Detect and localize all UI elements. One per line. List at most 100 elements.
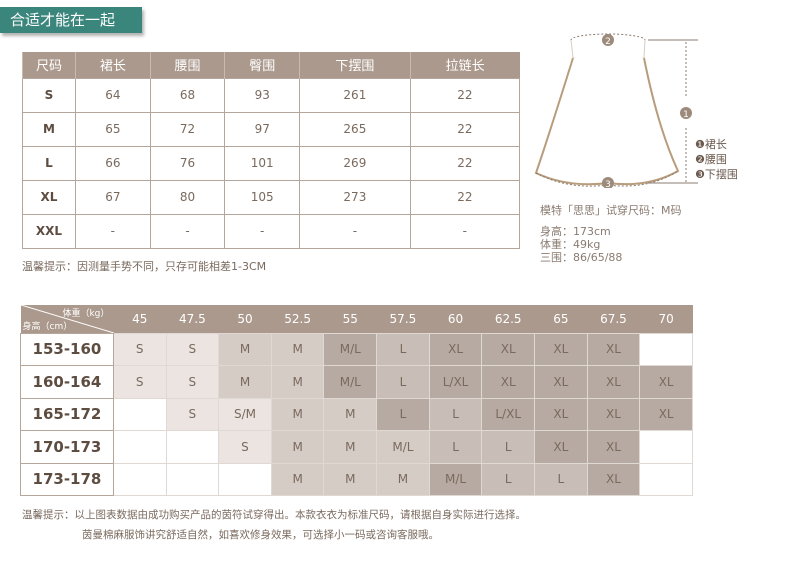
size-value: 22 [409, 145, 521, 181]
height-label: 173-178 [20, 462, 114, 496]
size-label: XXL [22, 213, 76, 249]
fit-cell: M [323, 397, 378, 431]
skirt-diagram: 2 1 3 [534, 33, 698, 188]
fit-cell: XL [639, 365, 693, 399]
size-value: 93 [224, 77, 301, 113]
weight-header: 57.5 [376, 305, 430, 333]
fit-cell: XL [586, 397, 641, 431]
marker-3: 3 [602, 177, 614, 188]
size-header: 臀围 [224, 52, 300, 78]
size-value: 105 [224, 179, 301, 215]
fit-cell: M/L [428, 462, 483, 496]
fit-cell: XL [586, 462, 641, 496]
size-value: - [409, 213, 521, 249]
fit-cell: XL [534, 430, 588, 464]
fit-cell: S [165, 397, 220, 431]
fit-cell: XL [639, 397, 693, 431]
fit-cell: S [165, 332, 220, 366]
weight-header: 47.5 [166, 305, 219, 333]
fit-cell: XL [428, 332, 483, 366]
legend-item: ❸下摆围 [695, 168, 738, 181]
fit-cell: L [481, 462, 536, 496]
weight-header: 55 [323, 305, 377, 333]
table-row: M 65 72 97 265 22 [22, 111, 521, 147]
measurement-note: 温馨提示：因测量手势不同，只存可能相差1-3CM [22, 260, 267, 273]
fit-cell: XL [481, 332, 536, 366]
svg-text:3: 3 [605, 180, 611, 188]
size-label: L [22, 145, 76, 181]
fit-cell [112, 462, 167, 496]
size-table: 尺码 裙长 腰围 臀围 下摆围 拉链长 S 64 68 93 261 22 M 65 72 97 265 22 L 6… [22, 52, 521, 249]
size-header: 下摆围 [299, 52, 411, 78]
legend-item: ❶裙长 [695, 138, 727, 151]
fit-cell: M [270, 430, 325, 464]
size-value: 80 [149, 179, 226, 215]
size-value: 101 [224, 145, 301, 181]
weight-header: 65 [534, 305, 588, 333]
fit-cell [112, 397, 167, 431]
fit-cell: L [534, 462, 588, 496]
fit-cell [639, 462, 693, 496]
fit-note: 温馨提示：以上图表数据由成功购买产品的茵符试穿得出。本款衣衣为标准尺码，请根据自… [22, 505, 526, 545]
fit-table: 体重（kg） 身高（cm） 45 47.5 50 52.5 55 57.5 60 62.5 65 6… [20, 305, 693, 496]
fit-cell: L [376, 365, 430, 399]
height-label: 165-172 [20, 397, 114, 431]
table-row: L 66 76 101 269 22 [22, 145, 521, 181]
fit-cell: M [270, 397, 325, 431]
fit-cell: M [270, 365, 325, 399]
size-value: 72 [149, 111, 226, 147]
fit-cell: XL [534, 332, 588, 366]
weight-header: 60 [429, 305, 482, 333]
height-label: 170-173 [20, 430, 114, 464]
fit-cell: XL [534, 397, 588, 431]
fit-cell: M [270, 462, 325, 496]
fit-note-line: 茵曼棉麻服饰讲究舒适自然，如喜欢修身效果，可选择小一码或咨询客服哦。 [82, 529, 439, 541]
size-label: S [22, 77, 76, 113]
height-label: 153-160 [20, 332, 114, 366]
weight-header: 52.5 [271, 305, 324, 333]
size-value: 22 [409, 179, 521, 215]
fit-cell: M [218, 365, 272, 399]
table-row: 173-178 M M M M/L L L XL [20, 462, 693, 496]
size-value: 261 [299, 77, 411, 113]
fit-cell: XL [534, 365, 588, 399]
fit-cell: S [165, 365, 220, 399]
table-row: 170-173 S M M M/L L L XL XL [20, 430, 693, 464]
size-value: 273 [299, 179, 411, 215]
size-value: 76 [149, 145, 226, 181]
size-value: 66 [75, 145, 151, 181]
size-value: 67 [75, 179, 151, 215]
legend-item: ❷腰围 [695, 153, 727, 166]
svg-text:2: 2 [605, 37, 611, 47]
fit-cell: L [428, 397, 483, 431]
marker-1: 1 [680, 107, 692, 120]
fit-cell [165, 462, 220, 496]
fit-cell [112, 430, 167, 464]
size-value: 65 [75, 111, 151, 147]
svg-text:1: 1 [683, 110, 689, 120]
size-value: 64 [75, 77, 151, 113]
weight-header: 45 [113, 305, 167, 333]
weight-header: 70 [639, 305, 693, 333]
weight-header: 62.5 [481, 305, 535, 333]
fit-cell: L [376, 397, 430, 431]
fit-cell: M [376, 462, 430, 496]
fit-cell: L [428, 430, 483, 464]
height-label: 160-164 [20, 365, 114, 399]
fit-cell: S [112, 332, 167, 366]
size-value: - [224, 213, 301, 249]
table-row: XXL - - - - - [22, 213, 521, 249]
fit-cell [639, 332, 693, 366]
fit-cell: S/M [218, 397, 272, 431]
size-label: XL [22, 179, 76, 215]
corner-header: 体重（kg） 身高（cm） [20, 305, 114, 333]
fit-cell: S [218, 430, 272, 464]
size-header: 尺码 [22, 52, 76, 78]
table-row: 165-172 S S/M M M L L L/XL XL XL XL [20, 397, 693, 431]
size-value: 68 [149, 77, 226, 113]
marker-2: 2 [602, 34, 614, 47]
size-value: - [299, 213, 411, 249]
fit-cell: XL [586, 365, 641, 399]
model-title: 模特「思思」试穿尺码：M码 [540, 204, 682, 217]
size-header: 拉链长 [409, 52, 520, 78]
